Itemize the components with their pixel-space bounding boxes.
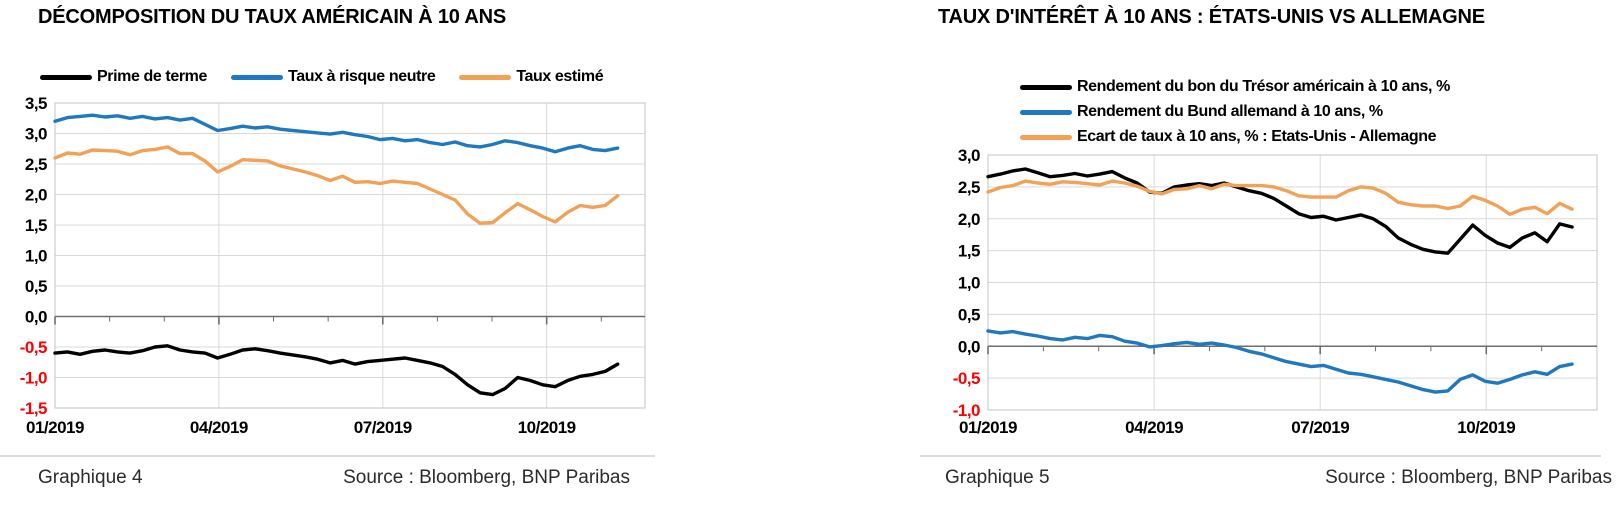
series-line-0: [986, 167, 1574, 255]
legend-label: Taux estimé: [516, 68, 604, 85]
series-line-2: [986, 179, 1574, 217]
legend: Rendement du bon du Trésor américain à 1…: [1020, 78, 1450, 146]
chart-source: Source : Bloomberg, BNP Paribas: [1325, 467, 1612, 488]
y-tick-label: 1,0: [25, 247, 47, 266]
x-tick-label: 01/2019: [26, 418, 84, 437]
plot-frame: [987, 154, 1598, 411]
series-line-2: [53, 145, 620, 225]
line-chart-decomposition-taux-americain: 3,5 3,0 2,5 2,0 1,5 1,0 0,5 0,0 -0,5 -1,0 -1,501/2…: [20, 94, 646, 437]
legend-item: Ecart de taux à 10 ans, % : Etats-Unis -…: [1020, 128, 1450, 146]
y-tick-label: 1,5: [25, 216, 47, 235]
legend-item: Rendement du Bund allemand à 10 ans, %: [1020, 103, 1450, 121]
legend-label: Rendement du bon du Trésor américain à 1…: [1077, 78, 1450, 95]
x-tick-label: 04/2019: [190, 418, 248, 437]
chart-title: TAUX D'INTÉRÊT À 10 ANS : ÉTATS-UNIS VS …: [938, 6, 1485, 28]
legend-swatch: [1020, 134, 1072, 140]
y-tick-label: -0,5: [20, 338, 47, 357]
x-tick-label: 04/2019: [1125, 418, 1183, 437]
x-tick-label: 01/2019: [959, 418, 1017, 437]
legend-swatch: [231, 74, 284, 80]
y-tick-label: 0,5: [958, 305, 980, 324]
y-tick-label: 0,0: [958, 337, 980, 356]
legend-swatch: [40, 74, 92, 80]
legend-item: Taux à risque neutre: [231, 68, 436, 86]
divider: [0, 455, 655, 457]
legend-item: Rendement du bon du Trésor américain à 1…: [1020, 78, 1450, 96]
legend-label: Ecart de taux à 10 ans, % : Etats-Unis -…: [1077, 128, 1437, 145]
y-tick-label: 2,0: [958, 210, 980, 229]
y-tick-label: -1,0: [20, 369, 47, 388]
y-tick-label: 3,0: [25, 125, 47, 144]
chart-block-taux-us-vs-allemagne: TAUX D'INTÉRÊT À 10 ANS : ÉTATS-UNIS VS …: [920, 0, 1624, 524]
chart-source: Source : Bloomberg, BNP Paribas: [343, 467, 630, 488]
x-tick-label: 07/2019: [354, 418, 412, 437]
y-tick-label: 2,0: [25, 186, 47, 205]
y-tick-label: 3,5: [25, 94, 47, 113]
y-tick-label: -1,5: [20, 399, 47, 418]
series-line-1: [986, 329, 1574, 394]
series-line-0: [53, 344, 620, 397]
legend-swatch: [459, 74, 512, 80]
legend-label: Rendement du Bund allemand à 10 ans, %: [1077, 103, 1383, 120]
y-tick-label: -0,5: [953, 369, 980, 388]
y-tick-label: 1,5: [958, 242, 980, 261]
line-chart-taux-us-vs-allemagne: 3,0 2,5 2,0 1,5 1,0 0,5 0,0 -0,5 -1,001/2019 04/2…: [953, 146, 1598, 437]
chart-caption: Graphique 5: [945, 467, 1050, 488]
series-line-1: [53, 113, 620, 154]
x-tick-label: 10/2019: [1457, 418, 1515, 437]
legend-item: Prime de terme: [40, 68, 207, 86]
chart-footer: Graphique 4 Source : Bloomberg, BNP Pari…: [0, 467, 660, 489]
legend-swatch: [1020, 109, 1072, 115]
y-tick-label: 1,0: [958, 274, 980, 293]
y-tick-label: 3,0: [958, 146, 980, 165]
y-tick-label: 2,5: [958, 178, 980, 197]
chart-footer: Graphique 5 Source : Bloomberg, BNP Pari…: [920, 467, 1624, 489]
legend: Prime de terme Taux à risque neutre Taux e…: [40, 68, 604, 86]
y-tick-label: -1,0: [953, 401, 980, 420]
x-tick-label: 07/2019: [1291, 418, 1349, 437]
legend-label: Taux à risque neutre: [288, 68, 436, 85]
chart-caption: Graphique 4: [38, 467, 143, 488]
y-tick-label: 0,5: [25, 277, 47, 296]
x-tick-label: 10/2019: [518, 418, 576, 437]
legend-label: Prime de terme: [97, 68, 208, 85]
legend-item: Taux estimé: [459, 68, 604, 86]
chart-title: DÉCOMPOSITION DU TAUX AMÉRICAIN À 10 ANS: [38, 6, 506, 28]
plot-frame: [54, 102, 646, 409]
chart-block-decomposition-taux-americain: DÉCOMPOSITION DU TAUX AMÉRICAIN À 10 ANS…: [0, 0, 660, 524]
y-tick-label: 2,5: [25, 155, 47, 174]
legend-swatch: [1020, 84, 1072, 90]
y-tick-label: 0,0: [25, 308, 47, 327]
divider: [920, 455, 1601, 457]
